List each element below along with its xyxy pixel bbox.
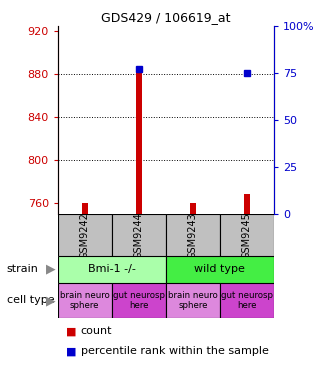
Bar [136,72,142,214]
Text: wild type: wild type [194,264,245,274]
Text: GSM9242: GSM9242 [80,212,90,259]
Text: strain: strain [7,264,39,274]
Text: gut neurosp
here: gut neurosp here [221,291,273,310]
Bar [244,194,250,214]
Bar [82,203,88,214]
Text: percentile rank within the sample: percentile rank within the sample [81,346,269,356]
Bar [220,283,274,318]
Bar [58,214,112,256]
Text: ▶: ▶ [46,263,56,276]
Text: ■: ■ [66,326,76,336]
Bar [166,283,220,318]
Text: GSM9245: GSM9245 [242,212,252,259]
Bar [112,283,166,318]
Text: brain neuro
sphere: brain neuro sphere [60,291,110,310]
Bar [58,256,166,283]
Text: ■: ■ [66,346,76,356]
Bar [166,256,274,283]
Text: GSM9244: GSM9244 [134,212,144,258]
Text: gut neurosp
here: gut neurosp here [113,291,165,310]
Text: Bmi-1 -/-: Bmi-1 -/- [88,264,136,274]
Bar [166,214,220,256]
Bar [58,283,112,318]
Text: GSM9243: GSM9243 [188,212,198,258]
Text: count: count [81,326,112,336]
Text: brain neuro
sphere: brain neuro sphere [168,291,218,310]
Text: cell type: cell type [7,295,54,306]
Bar [190,203,196,214]
Title: GDS429 / 106619_at: GDS429 / 106619_at [101,11,231,25]
Bar [220,214,274,256]
Bar [112,214,166,256]
Text: ▶: ▶ [46,294,56,307]
